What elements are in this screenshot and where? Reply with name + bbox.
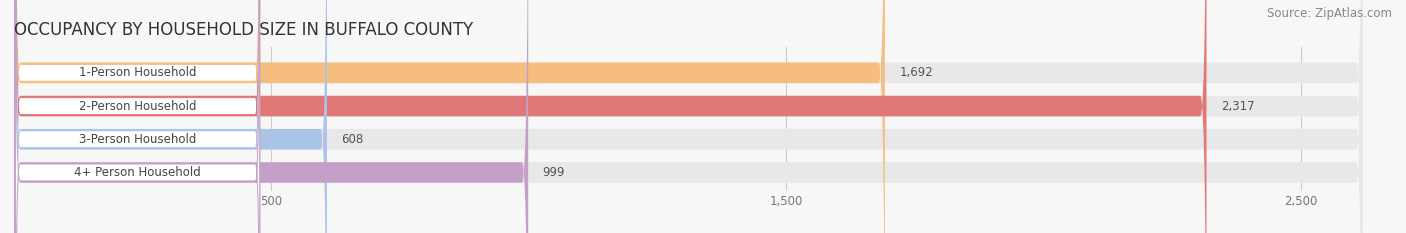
Text: 3-Person Household: 3-Person Household (79, 133, 197, 146)
Text: 2-Person Household: 2-Person Household (79, 99, 197, 113)
Text: 1,692: 1,692 (900, 66, 934, 79)
Text: Source: ZipAtlas.com: Source: ZipAtlas.com (1267, 7, 1392, 20)
FancyBboxPatch shape (14, 0, 328, 233)
FancyBboxPatch shape (14, 0, 1362, 233)
FancyBboxPatch shape (15, 0, 260, 233)
Text: 999: 999 (543, 166, 565, 179)
FancyBboxPatch shape (14, 0, 1362, 233)
Text: 608: 608 (342, 133, 364, 146)
Text: 4+ Person Household: 4+ Person Household (75, 166, 201, 179)
Text: 2,317: 2,317 (1220, 99, 1254, 113)
FancyBboxPatch shape (14, 0, 529, 233)
Text: OCCUPANCY BY HOUSEHOLD SIZE IN BUFFALO COUNTY: OCCUPANCY BY HOUSEHOLD SIZE IN BUFFALO C… (14, 21, 474, 39)
FancyBboxPatch shape (14, 0, 884, 233)
Text: 1-Person Household: 1-Person Household (79, 66, 197, 79)
FancyBboxPatch shape (14, 0, 1206, 233)
FancyBboxPatch shape (14, 0, 1362, 233)
FancyBboxPatch shape (15, 0, 260, 233)
FancyBboxPatch shape (15, 0, 260, 233)
FancyBboxPatch shape (14, 0, 1362, 233)
FancyBboxPatch shape (15, 0, 260, 233)
